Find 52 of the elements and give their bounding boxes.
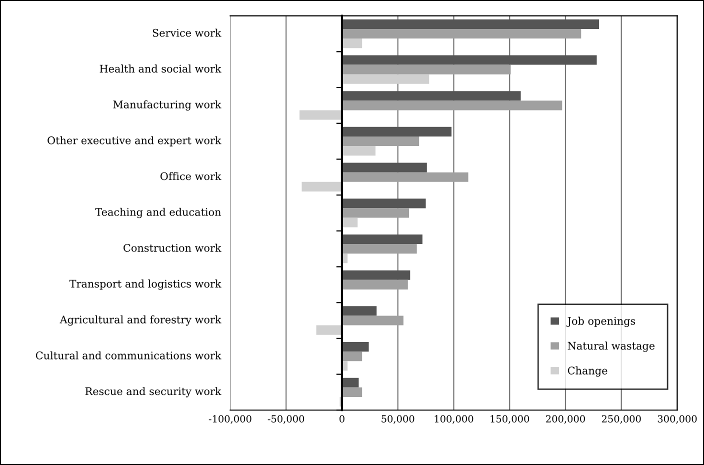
y-tick-label: Agricultural and forestry work	[60, 315, 222, 326]
bar	[342, 100, 562, 110]
y-tick-label: Rescue and security work	[85, 387, 222, 398]
bar	[342, 136, 420, 146]
bar	[342, 146, 376, 156]
bar	[342, 280, 408, 290]
bar	[342, 19, 600, 29]
bar	[342, 352, 362, 362]
legend-label: Change	[568, 366, 608, 377]
x-tick-label: -50,000	[268, 415, 304, 424]
y-tick-label: Service work	[152, 28, 222, 37]
y-tick-label: Other executive and expert work	[48, 136, 222, 146]
bar	[342, 38, 362, 48]
bar	[342, 244, 417, 254]
bar	[342, 91, 521, 101]
bar	[342, 55, 597, 65]
bar	[300, 110, 342, 120]
bar	[342, 64, 511, 74]
bar	[342, 198, 426, 208]
y-tick-label: Office work	[160, 172, 222, 180]
x-tick-label: 150,000	[490, 415, 530, 424]
bar	[342, 172, 468, 182]
bar	[342, 28, 582, 39]
bar	[316, 325, 342, 335]
x-tick-label: 250,000	[602, 415, 641, 424]
bar	[342, 208, 410, 218]
bar	[342, 162, 427, 172]
bar	[342, 342, 369, 352]
x-tick-label: -100,000	[208, 415, 252, 424]
bar	[342, 234, 422, 244]
bar	[342, 306, 377, 316]
y-tick-label: Manufacturing work	[113, 100, 222, 111]
legend-label: Job openings	[566, 316, 636, 328]
x-tick-label: 100,000	[434, 415, 474, 424]
bar	[342, 74, 430, 84]
y-tick-label: Teaching and education	[95, 208, 221, 218]
y-tick-label: Transport and logistics work	[69, 280, 222, 290]
bar	[342, 387, 362, 397]
legend-label: Natural wastage	[568, 342, 655, 352]
bar	[302, 182, 342, 192]
bar	[342, 378, 359, 388]
x-tick-label: 200,000	[546, 415, 585, 424]
y-tick-label: Cultural and communications work	[36, 351, 222, 360]
bar	[342, 126, 452, 136]
x-tick-label: 300,000	[658, 415, 697, 424]
y-tick-label: Construction work	[124, 244, 222, 252]
x-tick-label: 0	[340, 415, 344, 423]
bar	[342, 270, 410, 280]
y-tick-label: Health and social work	[100, 64, 222, 73]
bar	[342, 218, 358, 228]
x-tick-label: 50,000	[382, 415, 414, 424]
bar	[342, 316, 404, 326]
